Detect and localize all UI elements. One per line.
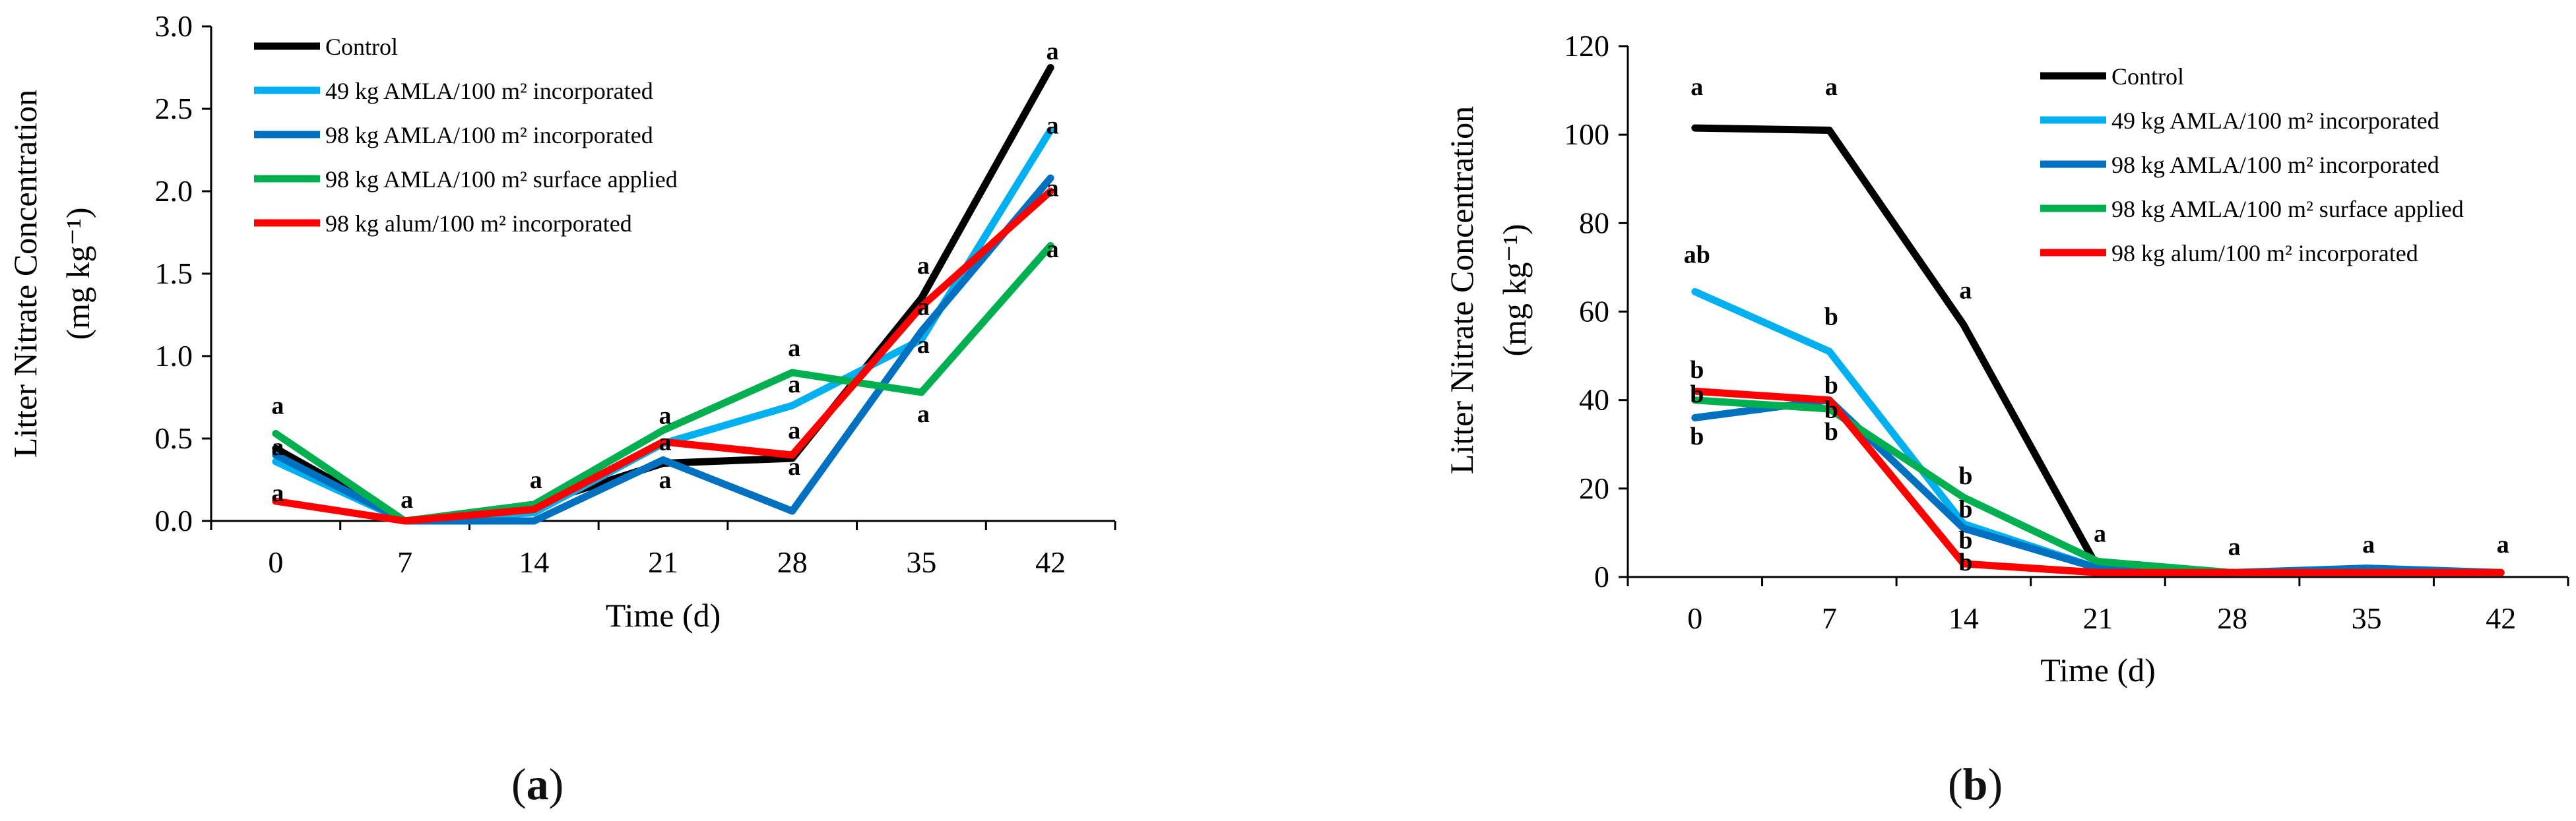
significance-letter: b [1690,380,1704,408]
chart-b-svg: 0 20 40 60 80 100 120 0 7 14 21 28 35 42 Time (d) Litte… [1443,29,2569,688]
significance-letter: b [1690,423,1704,450]
chart-panel-b: 0 20 40 60 80 100 120 0 7 14 21 28 35 42 Time (d) Litte… [1288,0,2576,821]
significance-letter: a [1046,235,1059,263]
significance-letter: b [1958,526,1972,554]
x-tick-label: 28 [777,545,808,579]
y-tick-label: 20 [1579,471,1609,505]
significance-letter: a [659,402,672,430]
x-tick-label: 42 [2486,601,2516,635]
significance-letter: a [271,433,284,461]
significance-letter: b [1824,396,1838,424]
significance-letter: a [1690,73,1703,101]
x-tick-label: 14 [519,545,549,579]
y-tick-label: 1.5 [155,257,193,290]
significance-letter: a [788,453,800,481]
y-tick-label: 2.5 [155,92,193,125]
x-tick-label: 21 [648,545,678,579]
y-tick-label: 0.0 [155,504,193,537]
legend-label-3: 98 kg AMLA/100 m² surface applied [2111,196,2464,222]
panel-label-a-close: ) [548,759,564,809]
y-tick-label: 80 [1579,206,1609,239]
panel-label-b: (b) [1948,758,2003,810]
legend-label-2: 98 kg AMLA/100 m² incorporated [325,122,653,148]
significance-letter: a [2362,531,2375,559]
x-tick-label: 14 [1948,601,1979,635]
y-tick-label: 100 [1564,117,1609,151]
significance-letter: a [788,371,800,398]
x-tick-label: 35 [2352,601,2382,635]
x-axis-title: Time (d) [606,597,721,634]
significance-letter: a [788,417,800,444]
significance-letter: b [1958,549,1972,576]
significance-letter: a [917,252,930,280]
x-tick-label: 0 [268,545,283,579]
panel-label-b-close: ) [1987,759,2003,809]
y-tick-label: 60 [1579,295,1609,328]
series-line-4 [1691,387,2505,576]
y-tick-label: 2.0 [155,174,193,208]
significance-letter: a [917,400,930,428]
significance-letter: a [1046,38,1059,65]
significance-letter: b [1958,495,1972,523]
legend-label-1: 49 kg AMLA/100 m² incorporated [2111,107,2439,134]
legend-label-0: Control [2111,63,2184,90]
significance-letter: a [530,466,542,494]
legend-label-0: Control [325,34,398,60]
significance-letter: a [271,392,284,420]
x-tick-label: 0 [1687,601,1702,635]
panel-label-a-open: ( [511,759,527,809]
significance-letter: a [1825,73,1838,101]
x-tick-label: 21 [2083,601,2113,635]
significance-letter: b [1958,462,1972,490]
legend-label-4: 98 kg alum/100 m² incorporated [2111,240,2418,266]
panel-label-a-letter: a [526,759,549,809]
chart-panel-a: 0.0 0.5 1.0 1.5 2.0 2.5 3.0 0 7 14 21 28 35 42 Time (d… [7,9,1116,810]
legend-label-2: 98 kg AMLA/100 m² incorporated [2111,152,2439,178]
x-tick-label: 42 [1035,545,1066,579]
y-axis-title-line1: Litter Nitrate Concentration [7,90,44,458]
y-tick-label: 3.0 [155,9,193,43]
significance-letter: b [1824,303,1838,331]
y-axis-title-line2: (mg kg⁻¹) [1496,224,1533,356]
significance-letter: a [1046,175,1059,202]
chart-a-svg: 0.0 0.5 1.0 1.5 2.0 2.5 3.0 0 7 14 21 28 35 42 Time (d… [7,9,1116,634]
significance-letter: a [2497,531,2509,559]
significance-letter: a [1046,112,1059,140]
significance-letter: a [659,429,672,456]
significance-letter: a [788,334,800,362]
significance-letter: a [917,331,930,359]
y-tick-label: 120 [1564,29,1609,63]
x-tick-label: 35 [906,545,936,579]
y-tick-label: 40 [1579,383,1609,417]
x-tick-label: 7 [1822,601,1837,635]
legend-label-4: 98 kg alum/100 m² incorporated [325,210,632,237]
series-line-4 [272,187,1054,525]
significance-letter: a [271,479,284,507]
series-line-0 [1691,124,2505,576]
x-tick-label: 28 [2217,601,2247,635]
significance-letter: a [659,466,672,494]
significance-letter: b [1690,356,1704,384]
y-tick-label: 0.5 [155,421,193,455]
significance-letter: ab [1684,241,1710,269]
significance-letter: b [1824,372,1838,400]
significance-letter: a [2094,520,2106,547]
y-tick-label: 0 [1594,560,1609,593]
panel-label-a: (a) [511,758,564,810]
panel-label-b-open: ( [1948,759,1963,809]
panel-label-b-letter: b [1962,759,1988,809]
y-tick-label: 1.0 [155,339,193,373]
significance-letter: a [917,293,930,321]
significance-letter: a [401,486,413,514]
significance-letter: a [1959,276,1972,304]
legend-label-3: 98 kg AMLA/100 m² surface applied [325,166,678,193]
y-axis-title-line1: Litter Nitrate Concentration [1443,106,1480,474]
legend-label-1: 49 kg AMLA/100 m² incorporated [325,78,653,104]
x-tick-label: 7 [397,545,412,579]
x-axis-title: Time (d) [2040,652,2156,688]
significance-letter: b [1824,418,1838,446]
y-axis-title-line2: (mg kg⁻¹) [59,207,96,340]
significance-letter: a [2228,533,2241,561]
